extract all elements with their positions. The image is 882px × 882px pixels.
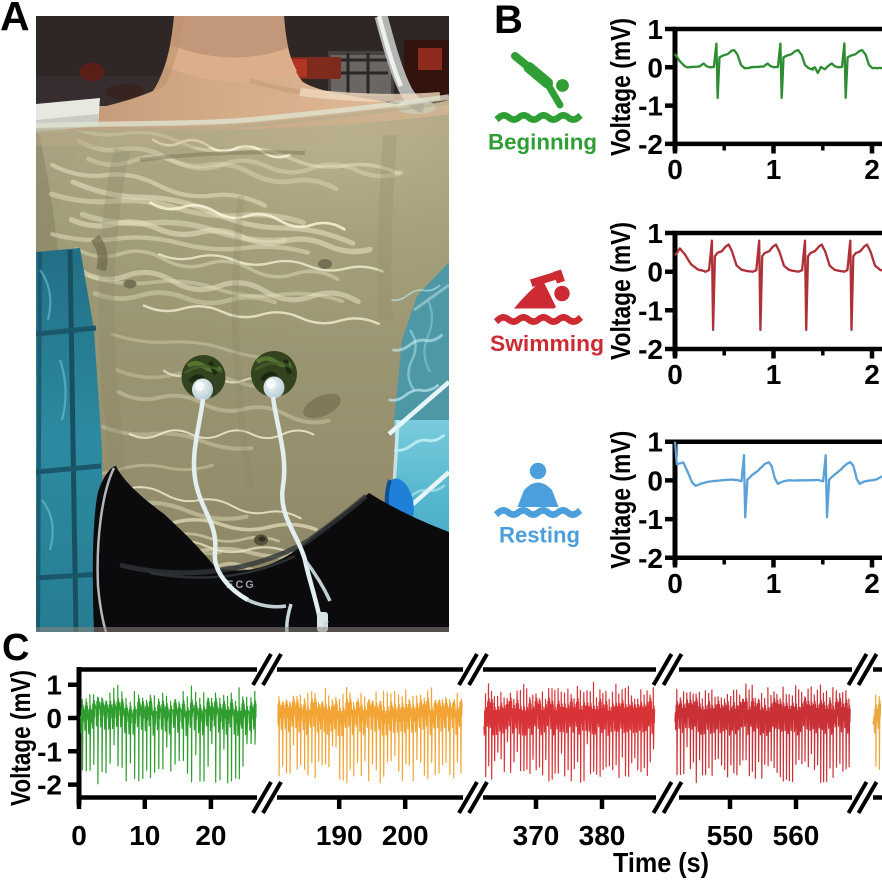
svg-text:20: 20 (195, 820, 226, 851)
svg-text:560: 560 (773, 820, 820, 851)
svg-text:1: 1 (647, 218, 663, 249)
svg-text:2: 2 (864, 154, 880, 185)
svg-text:-1: -1 (638, 504, 663, 535)
svg-text:10: 10 (129, 820, 160, 851)
svg-text:0: 0 (667, 359, 683, 390)
svg-text:0: 0 (667, 154, 683, 185)
svg-text:Voltage (mV): Voltage (mV) (605, 222, 636, 360)
svg-text:190: 190 (316, 820, 363, 851)
svg-text:0: 0 (46, 703, 62, 734)
svg-text:380: 380 (579, 820, 626, 851)
svg-text:Swimming: Swimming (490, 331, 604, 356)
svg-text:0: 0 (647, 465, 663, 496)
svg-text:-2: -2 (638, 334, 663, 365)
svg-text:2: 2 (864, 359, 880, 390)
svg-text:1: 1 (647, 427, 663, 458)
svg-text:370: 370 (513, 820, 560, 851)
svg-text:-2: -2 (638, 543, 663, 574)
svg-text:1: 1 (766, 359, 782, 390)
svg-text:1: 1 (766, 568, 782, 599)
svg-text:Time (s): Time (s) (613, 847, 709, 878)
svg-text:Beginning: Beginning (488, 130, 597, 155)
svg-text:-2: -2 (37, 770, 62, 801)
svg-text:550: 550 (707, 820, 754, 851)
svg-text:Voltage (mV): Voltage (mV) (605, 18, 636, 156)
svg-text:0: 0 (71, 820, 87, 851)
svg-text:-2: -2 (638, 129, 663, 160)
svg-text:1: 1 (766, 154, 782, 185)
svg-text:0: 0 (667, 568, 683, 599)
svg-text:Voltage (mV): Voltage (mV) (605, 431, 636, 569)
svg-text:-1: -1 (37, 736, 62, 767)
svg-text:200: 200 (382, 820, 429, 851)
svg-text:Resting: Resting (499, 523, 580, 548)
svg-text:2: 2 (864, 568, 880, 599)
svg-text:-1: -1 (638, 295, 663, 326)
svg-text:0: 0 (647, 52, 663, 83)
svg-text:1: 1 (647, 14, 663, 45)
svg-text:1: 1 (46, 670, 62, 701)
svg-text:-1: -1 (638, 91, 663, 122)
svg-text:0: 0 (647, 257, 663, 288)
svg-text:Voltage (mV): Voltage (mV) (5, 670, 36, 806)
